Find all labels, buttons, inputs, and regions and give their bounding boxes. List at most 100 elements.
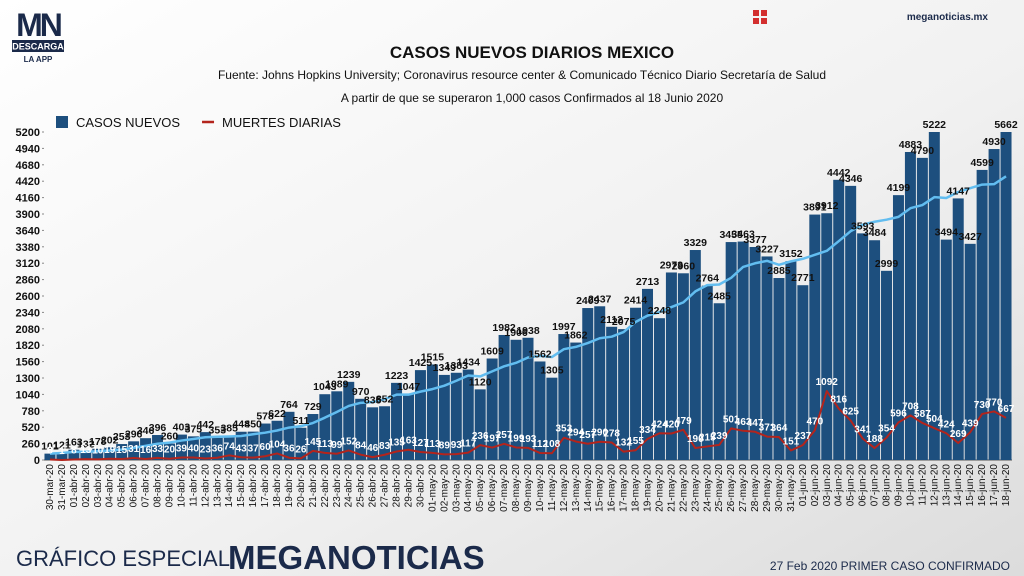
y-tick-label: 2080 bbox=[16, 324, 40, 336]
x-tick-label: 24-abr-20 bbox=[344, 464, 355, 508]
bar bbox=[474, 389, 486, 460]
bar-value-label: 1089 bbox=[325, 378, 349, 390]
line-value-label: 39 bbox=[176, 444, 188, 455]
x-tick-label: 12-jun-20 bbox=[929, 464, 940, 507]
x-tick-label: 15-jun-20 bbox=[965, 464, 976, 507]
chart-note: A partir de que se superaron 1,000 casos… bbox=[341, 91, 724, 105]
bar bbox=[713, 303, 725, 460]
x-tick-label: 21-abr-20 bbox=[308, 464, 319, 508]
line-value-label: 257 bbox=[579, 430, 596, 441]
bar-value-label: 2999 bbox=[875, 258, 899, 270]
x-tick-label: 27-abr-20 bbox=[380, 464, 391, 508]
x-tick-label: 01-may-20 bbox=[427, 464, 438, 512]
bar-value-label: 101 bbox=[41, 441, 59, 453]
bar bbox=[689, 250, 701, 460]
x-tick-label: 11-abr-20 bbox=[188, 464, 199, 507]
bar bbox=[701, 285, 713, 460]
x-tick-label: 02-abr-20 bbox=[81, 464, 92, 508]
line-value-label: 188 bbox=[866, 434, 883, 445]
bar bbox=[952, 198, 964, 461]
line-value-label: 152 bbox=[340, 436, 357, 447]
bar bbox=[1000, 132, 1012, 460]
bar-value-label: 3891 bbox=[803, 202, 827, 214]
line-value-label: 193 bbox=[520, 434, 537, 445]
bar bbox=[235, 431, 247, 460]
bar-value-label: 4599 bbox=[970, 157, 994, 169]
y-tick-label: 0 bbox=[34, 455, 40, 467]
line-value-label: 424 bbox=[938, 419, 955, 430]
bar bbox=[570, 342, 582, 460]
bar bbox=[940, 239, 952, 460]
line-value-label: 257 bbox=[496, 430, 513, 441]
logo[interactable]: MN DESCARGA LA APP bbox=[12, 7, 64, 64]
line-value-label: 269 bbox=[950, 429, 967, 440]
y-tick-label: 3900 bbox=[16, 209, 40, 221]
bar-value-label: 511 bbox=[292, 415, 309, 427]
x-tick-label: 18-abr-20 bbox=[272, 464, 283, 508]
x-tick-label: 22-abr-20 bbox=[320, 464, 331, 508]
plot-area bbox=[44, 132, 1012, 461]
bar-value-label: 4199 bbox=[887, 182, 911, 194]
bar bbox=[510, 339, 522, 460]
x-tick-label: 30-abr-20 bbox=[415, 464, 426, 508]
bar bbox=[761, 256, 773, 460]
bar-value-label: 253 bbox=[113, 431, 131, 443]
line-value-label: 730 bbox=[974, 400, 991, 411]
line-value-label: 104 bbox=[269, 439, 286, 450]
site-url[interactable]: meganoticias.mx bbox=[907, 12, 989, 23]
x-tick-label: 06-may-20 bbox=[487, 464, 498, 512]
bar bbox=[797, 285, 809, 460]
bar-value-label: 4883 bbox=[899, 139, 923, 151]
bar bbox=[749, 246, 761, 460]
bar bbox=[630, 307, 642, 460]
bar-value-label: 3377 bbox=[743, 234, 767, 246]
line-value-label: 447 bbox=[747, 418, 764, 429]
trend-line bbox=[49, 175, 1007, 455]
line-value-label: 145 bbox=[305, 437, 322, 448]
bar bbox=[223, 435, 235, 460]
y-tick-label: 3380 bbox=[16, 242, 40, 254]
footer-right: 27 Feb 2020 PRIMER CASO CONFIRMADO bbox=[770, 559, 1010, 573]
x-tick-label: 07-abr-20 bbox=[141, 464, 152, 508]
y-tick-label: 520 bbox=[22, 422, 40, 434]
y-tick-label: 5200 bbox=[16, 127, 40, 139]
line-value-label: 353 bbox=[556, 424, 573, 435]
bar bbox=[785, 261, 797, 460]
line-value-label: 83 bbox=[379, 441, 391, 452]
line-value-label: 439 bbox=[962, 418, 979, 429]
bar bbox=[140, 438, 152, 460]
bar bbox=[44, 453, 56, 460]
bar bbox=[892, 195, 904, 460]
bar-value-label: 1938 bbox=[516, 325, 540, 337]
line-value-label: 354 bbox=[878, 424, 895, 435]
x-tick-label: 04-abr-20 bbox=[105, 464, 116, 508]
bar bbox=[187, 436, 199, 460]
line-value-label: 1 bbox=[59, 446, 65, 457]
bar-value-label: 3484 bbox=[863, 227, 887, 239]
bar bbox=[295, 427, 307, 460]
bar bbox=[152, 435, 164, 460]
x-tick-label: 17-jun-20 bbox=[989, 464, 1000, 507]
bar bbox=[809, 214, 821, 460]
bar-value-label: 2485 bbox=[708, 290, 732, 302]
y-tick-label: 3120 bbox=[16, 258, 40, 270]
footer-brand: MEGANOTICIAS bbox=[228, 539, 485, 576]
line-value-label: 31 bbox=[128, 444, 140, 455]
x-tick-label: 31-may-20 bbox=[786, 464, 797, 512]
bar-value-label: 3463 bbox=[731, 229, 755, 241]
bar bbox=[355, 398, 367, 460]
line-value-label: 8 bbox=[71, 445, 77, 456]
bar-value-label: 450 bbox=[244, 419, 262, 431]
line-value-label: 10 bbox=[92, 445, 104, 456]
bar bbox=[379, 406, 391, 460]
bar-value-label: 5222 bbox=[923, 119, 947, 131]
legend-swatch bbox=[56, 116, 68, 128]
x-tick-label: 13-jun-20 bbox=[941, 464, 952, 507]
bar bbox=[331, 391, 343, 460]
x-tick-label: 25-may-20 bbox=[714, 464, 725, 512]
y-tick-label: 1040 bbox=[16, 389, 40, 401]
bar bbox=[68, 449, 80, 460]
line-value-label: 26 bbox=[295, 444, 307, 455]
bar-value-label: 764 bbox=[280, 399, 298, 411]
bar bbox=[199, 432, 211, 460]
